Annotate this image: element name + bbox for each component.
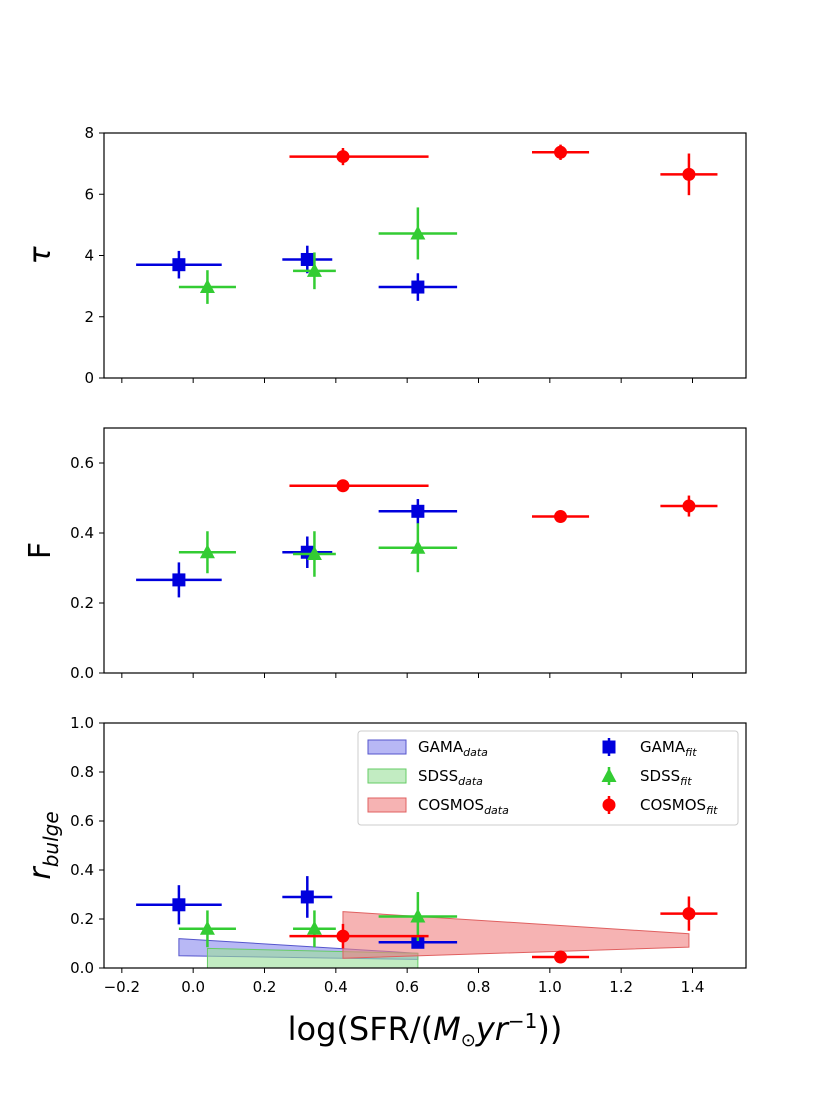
- series-gama-fit: [136, 876, 458, 949]
- series-cosmos-fit: [289, 479, 718, 524]
- legend-marker: [602, 740, 616, 754]
- legend-label: SDSSfit: [640, 767, 692, 788]
- data-point: [300, 252, 314, 266]
- data-point: [300, 890, 314, 904]
- data-point: [554, 145, 568, 159]
- data-point: [199, 279, 215, 294]
- y-tick-label: 2: [84, 308, 94, 326]
- data-point: [336, 150, 350, 164]
- data-point: [411, 935, 425, 949]
- legend-marker: [601, 768, 617, 782]
- data-point: [199, 544, 215, 559]
- legend-swatch: [367, 739, 407, 755]
- y-tick-label: 0.2: [70, 594, 94, 612]
- plot-frame: [103, 722, 747, 969]
- x-tick-label: 1.2: [609, 978, 633, 996]
- data-point: [682, 167, 696, 181]
- y-tick-label: 0: [84, 369, 94, 387]
- y-tick-label: 0.2: [70, 910, 94, 928]
- series-cosmos-fit: [289, 144, 718, 196]
- series-cosmos-fit: [289, 896, 718, 964]
- x-tick-label: 1.0: [538, 978, 562, 996]
- y-axis-label: τ: [23, 246, 58, 265]
- data-point: [554, 510, 568, 524]
- legend-swatch: [367, 797, 407, 813]
- y-tick-label: 1.0: [70, 714, 94, 732]
- legend-label: COSMOSdata: [418, 796, 509, 817]
- legend-label: GAMAfit: [640, 738, 697, 759]
- plot-frame: [103, 132, 747, 379]
- panel-rbulge: 0.0 0.2 0.4 0.6 0.8 1.0 −0.2 0.0 0.2 0.4 0.6 0.8 1.0…: [23, 714, 747, 996]
- data-point: [682, 907, 696, 921]
- data-point: [172, 898, 186, 912]
- data-point: [199, 920, 215, 935]
- plot-frame: [103, 427, 747, 674]
- y-tick-label: 0.0: [70, 959, 94, 977]
- x-axis-label: log(SFR/(M⊙yr−1)): [288, 1009, 563, 1051]
- data-point: [410, 908, 426, 923]
- y-tick-label: 8: [84, 124, 94, 142]
- y-axis-label: F: [23, 542, 58, 559]
- series-sdss-fit: [178, 892, 458, 948]
- y-tick-label: 6: [84, 185, 94, 203]
- legend-marker: [602, 798, 616, 812]
- y-axis-label: rbulge: [23, 811, 63, 879]
- x-tick-label: 0.6: [395, 978, 419, 996]
- x-tick-label: 0.8: [467, 978, 491, 996]
- legend-label: COSMOSfit: [640, 796, 718, 817]
- y-tick-label: 4: [84, 247, 94, 265]
- data-point: [172, 258, 186, 272]
- legend-label: GAMAdata: [418, 738, 488, 759]
- data-point: [554, 950, 568, 964]
- data-point: [411, 280, 425, 294]
- data-point: [682, 499, 696, 513]
- x-tick-label: 0.2: [253, 978, 277, 996]
- data-point: [306, 262, 322, 277]
- legend: GAMAdata GAMAfit SDSSdata SDSSfit COSMOSdata…: [357, 730, 739, 826]
- data-point: [336, 929, 350, 943]
- data-point: [410, 539, 426, 554]
- legend-label: SDSSdata: [418, 767, 483, 788]
- y-tick-label: 0.6: [70, 812, 94, 830]
- y-tick-label: 0.6: [70, 454, 94, 472]
- x-tick-label: −0.2: [104, 978, 140, 996]
- data-point: [306, 546, 322, 560]
- series-sdss-fit: [178, 523, 458, 577]
- panel-tau: 0 2 4 6 8 τ: [23, 124, 747, 387]
- data-point: [410, 225, 426, 240]
- y-tick-label: 0.8: [70, 763, 94, 781]
- y-tick-label: 0.4: [70, 861, 94, 879]
- series-gama-fit: [136, 499, 458, 598]
- y-tick-label: 0.0: [70, 664, 94, 682]
- series-gama-fit: [136, 245, 458, 301]
- series-sdss-fit: [178, 207, 458, 304]
- data-point: [172, 573, 186, 587]
- legend-swatch: [367, 768, 407, 784]
- legend-box: [357, 730, 739, 826]
- panel-f: 0.0 0.2 0.4 0.6 F: [23, 427, 747, 682]
- data-point: [411, 504, 425, 518]
- x-tick-label: 0.0: [181, 978, 205, 996]
- x-tick-label: 0.4: [324, 978, 348, 996]
- x-tick-label: 1.4: [681, 978, 705, 996]
- y-tick-label: 0.4: [70, 524, 94, 542]
- data-point: [336, 479, 350, 493]
- data-point: [306, 920, 322, 935]
